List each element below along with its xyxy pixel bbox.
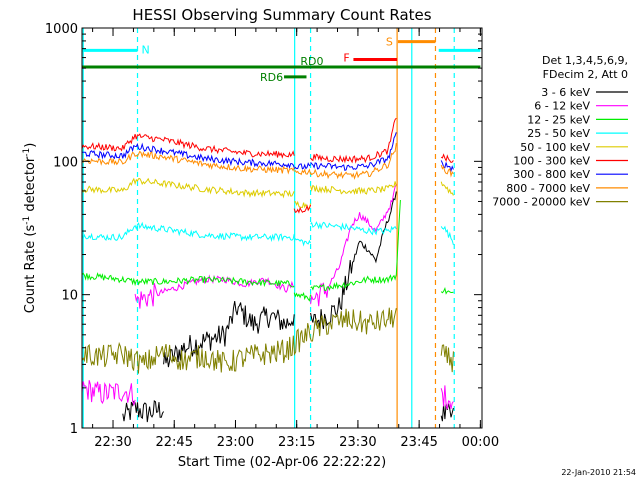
series-3-segment-1 xyxy=(293,237,312,247)
series-0-segment-3 xyxy=(440,403,454,422)
series-4-segment-2 xyxy=(310,181,397,195)
x-tick-label-1: 22:45 xyxy=(156,435,193,450)
series-6-segment-3 xyxy=(440,160,454,173)
series-7-segment-3 xyxy=(440,164,454,178)
series-5 xyxy=(82,117,454,214)
series-5-segment-3 xyxy=(440,153,454,163)
chart-title: HESSI Observing Summary Count Rates xyxy=(132,6,431,24)
x-tick-label-4: 23:30 xyxy=(339,435,376,450)
series-5-segment-0 xyxy=(82,133,295,159)
series-3-segment-3 xyxy=(440,225,454,246)
series-0 xyxy=(122,191,454,423)
series-0-segment-1 xyxy=(163,301,295,368)
y-tick-label-3: 1000 xyxy=(45,22,78,37)
series-4-segment-3 xyxy=(440,181,454,196)
y-axis-label-mid: detector xyxy=(23,156,38,216)
series-8-segment-0 xyxy=(82,307,397,374)
series-7 xyxy=(82,143,454,180)
series-7-segment-1 xyxy=(294,168,312,176)
plot-frame xyxy=(81,27,483,429)
y-tick-label-1: 10 xyxy=(61,289,78,304)
flag-label-3: F xyxy=(343,52,349,65)
legend-label-7: 800 - 7000 keV xyxy=(506,182,590,195)
series-1-segment-0 xyxy=(82,380,136,407)
series-6-segment-2 xyxy=(310,132,397,171)
legend-label-3: 25 - 50 keV xyxy=(527,127,590,140)
y-axis-label-end: ) xyxy=(23,143,38,148)
x-tick-label-3: 23:15 xyxy=(278,435,315,450)
series-5-segment-1 xyxy=(293,204,312,214)
series-2-segment-3 xyxy=(440,286,454,295)
y-tick-label-0: 1 xyxy=(70,422,78,437)
legend-label-8: 7000 - 20000 keV xyxy=(492,196,590,209)
series-6 xyxy=(82,132,454,173)
x-tick-label-5: 23:45 xyxy=(400,435,437,450)
series-4-segment-0 xyxy=(82,177,295,199)
y-axis-label: Count Rate (s-1 detector-1) xyxy=(22,143,38,314)
flag-label-5: RD6 xyxy=(260,71,283,84)
series-5-segment-2 xyxy=(310,117,397,164)
series-2-segment-2 xyxy=(310,199,401,292)
series-2 xyxy=(82,199,454,302)
x-tick-label-2: 23:00 xyxy=(217,435,254,450)
y-axis-label-sup1: -1 xyxy=(22,216,32,225)
series-8-segment-1 xyxy=(440,344,454,373)
legend: Det 1,3,4,5,6,9, FDecim 2, Att 0 3 - 6 k… xyxy=(492,54,628,209)
series-7-segment-2 xyxy=(310,143,397,180)
legend-title-line1: Det 1,3,4,5,6,9, xyxy=(542,54,628,67)
series-7-segment-0 xyxy=(82,150,295,175)
legend-label-4: 50 - 100 keV xyxy=(520,141,590,154)
flag-label-0: N xyxy=(142,43,150,56)
series-6-segment-1 xyxy=(293,162,311,170)
flag-label-2: S xyxy=(386,36,393,49)
series-3 xyxy=(82,221,454,247)
series-1-segment-3 xyxy=(440,385,454,410)
series-3-segment-0 xyxy=(82,221,295,243)
series-2-segment-1 xyxy=(293,292,312,302)
legend-title-line2: FDecim 2, Att 0 xyxy=(543,68,628,81)
series-8 xyxy=(82,307,454,374)
y-axis-label-sup2: -1 xyxy=(22,148,32,157)
x-tick-label-0: 22:30 xyxy=(94,435,131,450)
y-axis-label-main: Count Rate (s xyxy=(23,225,38,314)
plot-clipped-group xyxy=(82,28,481,428)
x-axis-label: Start Time (02-Apr-06 22:22:22) xyxy=(178,455,386,470)
legend-label-2: 12 - 25 keV xyxy=(527,113,590,126)
timestamp: 22-Jan-2010 21:54 xyxy=(561,468,636,477)
flag-label-4: RD0 xyxy=(300,55,323,68)
x-tick-label-6: 00:00 xyxy=(462,435,499,450)
series-3-segment-2 xyxy=(310,221,397,236)
legend-label-5: 100 - 300 keV xyxy=(513,155,590,168)
y-tick-label-2: 100 xyxy=(53,155,78,170)
series-6-segment-0 xyxy=(82,142,295,169)
plot-content: N S F RD0 RD6 xyxy=(82,28,481,428)
legend-label-6: 300 - 800 keV xyxy=(513,168,590,181)
legend-label-1: 6 - 12 keV xyxy=(534,100,590,113)
series-0-segment-2 xyxy=(310,191,397,330)
series-1-segment-2 xyxy=(310,183,397,307)
axes: 1 10 100 1000 22:30 22:45 23:00 23:15 23:30 23:45… xyxy=(45,22,499,450)
series-0-segment-0 xyxy=(122,399,165,423)
series-2-segment-0 xyxy=(82,272,295,288)
legend-label-0: 3 - 6 keV xyxy=(541,86,590,99)
